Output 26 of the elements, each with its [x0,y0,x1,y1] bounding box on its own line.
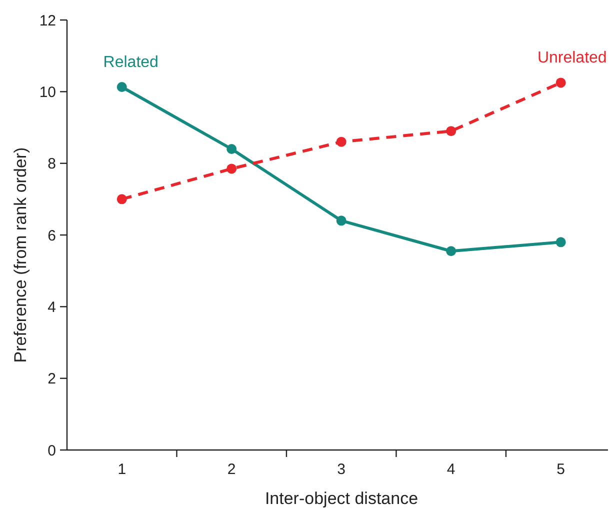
series-label: Related [103,54,158,72]
series-label: Unrelated [537,50,607,67]
point [116,194,127,204]
point [336,136,346,147]
y-tick-label: 10 [39,84,56,101]
point [226,164,237,174]
y-tick-label: 12 [39,12,56,30]
point [336,216,346,226]
y-tick-label: 0 [48,442,56,460]
point [556,237,566,248]
x-axis-title: Inter-object distance [264,489,418,508]
point [226,144,237,154]
y-axis-title: Preference (from rank order) [11,147,30,363]
point [116,82,127,92]
y-tick-label: 2 [48,370,56,388]
y-tick-label: 8 [48,156,56,173]
x-tick-label: 1 [118,461,126,478]
x-tick-label: 2 [227,461,236,478]
y-tick-label: 4 [48,298,56,316]
point [446,126,456,136]
point [556,78,566,88]
point [446,246,456,256]
x-tick-label: 4 [446,461,456,478]
x-tick-label: 3 [337,461,346,478]
x-tick-label: 5 [556,461,565,478]
y-tick-label: 6 [48,227,56,244]
